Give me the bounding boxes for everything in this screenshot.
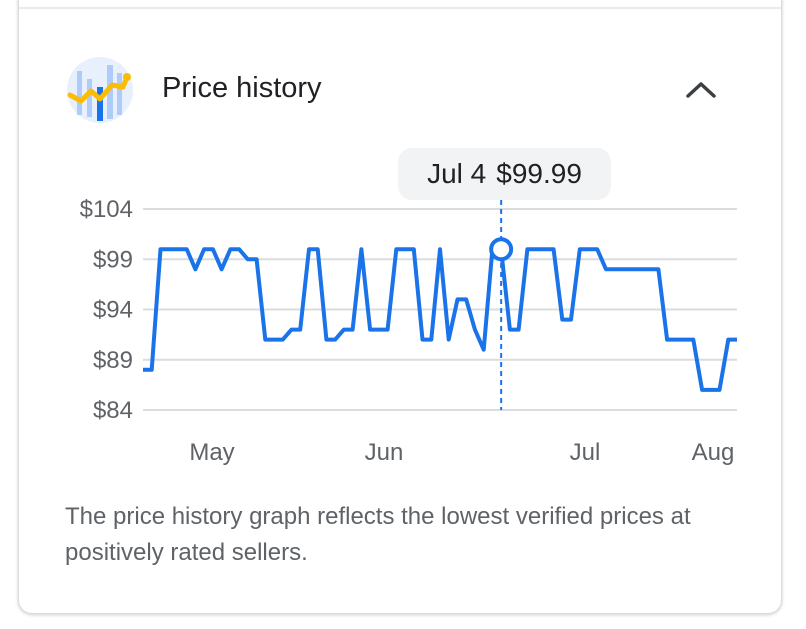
header-title: Price history (162, 72, 322, 104)
y-tick-label: $104 (80, 196, 133, 223)
price-history-footnote: The price history graph reflects the low… (65, 503, 691, 566)
x-tick-label: May (189, 439, 234, 466)
x-tick-label: Jun (365, 439, 404, 466)
y-tick-label: $99 (93, 246, 133, 273)
highlight-point (489, 237, 514, 262)
x-tick-label: Aug (692, 439, 735, 466)
x-tick-label: Jul (570, 439, 601, 466)
price-history-card (18, 0, 782, 614)
collapse-button[interactable] (676, 66, 726, 112)
price-line (143, 247, 737, 392)
top-divider (19, 7, 781, 9)
price-history-chart-icon (67, 57, 133, 123)
y-axis-labels: $104 $99 $94 $89 $84 (80, 196, 133, 424)
y-tick-label: $84 (93, 397, 133, 424)
price-tooltip: Jul 4 $99.99 (398, 148, 611, 200)
y-tick-label: $89 (93, 347, 133, 374)
tooltip-price: $99.99 (496, 158, 582, 189)
y-tick-label: $94 (93, 297, 133, 324)
chevron-up-icon (686, 82, 716, 98)
chart-gridlines (143, 208, 737, 411)
x-axis-labels: May Jun Jul Aug (189, 439, 734, 466)
tooltip-date: Jul 4 (427, 158, 487, 189)
